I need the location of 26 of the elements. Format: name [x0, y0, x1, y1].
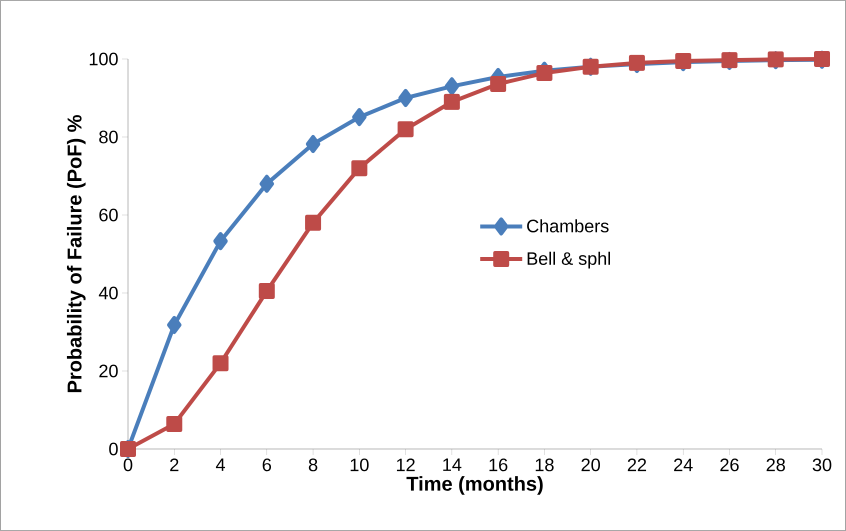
x-tick-label: 24 — [674, 458, 693, 472]
x-tick-label: 14 — [443, 458, 462, 471]
y-axis-title: Probability of Failure (PoF) % — [66, 115, 86, 392]
x-axis-title: Time (months) — [406, 476, 543, 495]
x-tick-label: 26 — [720, 458, 739, 472]
x-tick-label: 8 — [308, 458, 318, 472]
y-tick-label: 80 — [99, 130, 118, 144]
x-tick-label: 28 — [766, 458, 785, 472]
x-tick-label: 0 — [124, 458, 132, 472]
x-tick-label: 22 — [628, 458, 646, 472]
x-tick-label: 12 — [396, 458, 415, 472]
legend-label: Bell & sphl — [528, 252, 610, 269]
x-tick-label: 6 — [262, 458, 272, 472]
x-tick-label: 30 — [812, 458, 832, 472]
x-tick-label: 18 — [536, 458, 554, 472]
y-tick-label: 0 — [109, 442, 118, 456]
x-tick-label: 20 — [582, 458, 600, 472]
x-tick-label: 4 — [216, 458, 226, 471]
legend-label: Chambers — [527, 219, 609, 232]
x-tick-label: 2 — [170, 458, 178, 472]
x-tick-label: 10 — [350, 458, 369, 472]
y-tick-label: 20 — [99, 364, 118, 378]
x-tick-label: 16 — [489, 458, 508, 472]
y-tick-label: 40 — [98, 286, 118, 300]
y-tick-label: 100 — [90, 52, 118, 66]
y-tick-label: 60 — [99, 208, 118, 222]
